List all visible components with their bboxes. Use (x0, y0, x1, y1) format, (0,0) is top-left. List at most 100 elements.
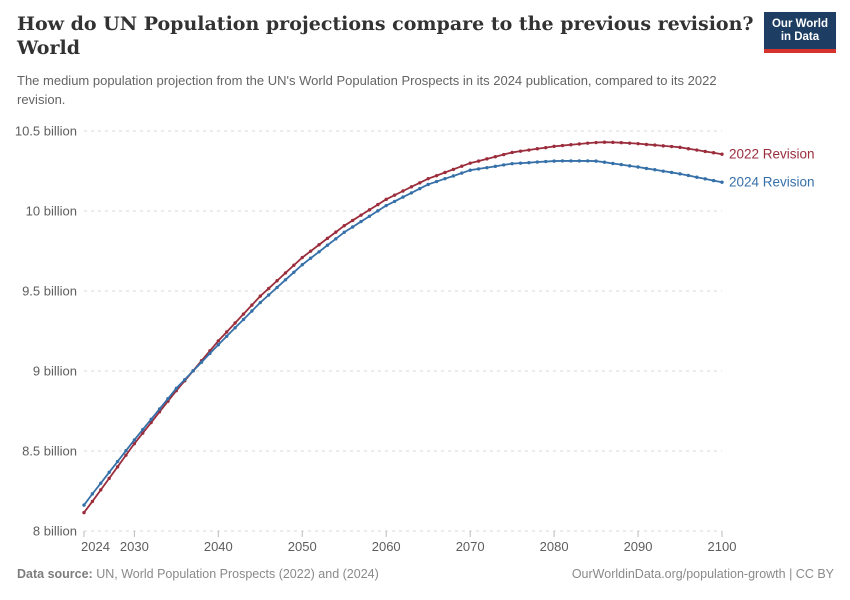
data-point-marker (342, 230, 346, 234)
data-point-marker (611, 161, 615, 166)
data-point-marker (552, 144, 556, 149)
data-point-marker (334, 230, 338, 234)
data-point-marker (317, 250, 321, 254)
title-line-1: How do UN Population projections compare… (17, 13, 754, 35)
data-point-marker (627, 141, 632, 145)
legend-label-2024-revision[interactable]: 2024 Revision (729, 175, 815, 190)
data-point-marker (82, 510, 86, 515)
y-axis-tick-label: 8 billion (33, 524, 77, 539)
data-point-marker (334, 237, 338, 241)
y-axis-tick-label: 8.5 billion (22, 444, 77, 459)
data-point-marker (266, 286, 271, 291)
owid-logo-line-2: in Data (780, 31, 820, 43)
data-point-marker (367, 214, 372, 218)
data-point-marker (384, 203, 388, 208)
series-2024-revision: 2024 Revision (82, 159, 815, 507)
data-point-marker (401, 189, 405, 193)
y-axis-tick-label: 9.5 billion (22, 284, 77, 299)
data-point-marker (418, 181, 422, 185)
data-point-marker (275, 285, 279, 290)
data-point-marker (560, 143, 565, 148)
data-point-marker (99, 488, 103, 492)
x-axis-tick-label: 2080 (540, 539, 569, 554)
data-source-label: Data source: (17, 567, 93, 581)
data-point-marker (468, 168, 472, 172)
data-point-marker (124, 453, 128, 457)
data-point-marker (166, 396, 170, 401)
data-point-marker (552, 159, 556, 163)
legend-label-2022-revision[interactable]: 2022 Revision (729, 147, 815, 162)
data-point-marker (174, 386, 179, 390)
data-point-marker (443, 176, 447, 181)
data-point-marker (720, 152, 724, 156)
data-point-marker (485, 157, 489, 161)
data-point-marker (418, 186, 422, 191)
data-point-marker (292, 270, 296, 274)
data-point-marker (653, 143, 657, 147)
data-point-marker (535, 147, 540, 151)
x-axis-tick-label: 2030 (120, 539, 149, 554)
data-point-marker (283, 278, 288, 282)
x-axis-tick-label: 2100 (708, 539, 737, 554)
data-point-marker (678, 145, 682, 150)
data-point-marker (124, 448, 128, 453)
data-point-marker (191, 369, 195, 373)
data-point-marker (585, 159, 590, 163)
data-point-marker (208, 351, 212, 356)
data-point-marker (233, 326, 237, 330)
data-point-marker (594, 159, 598, 163)
data-point-marker (216, 339, 221, 343)
data-point-marker (409, 185, 414, 189)
data-point-marker (233, 321, 237, 325)
data-point-marker (275, 279, 279, 283)
data-point-marker (141, 427, 145, 432)
data-point-marker (451, 167, 456, 172)
data-point-marker (678, 172, 682, 176)
owid-logo-line-1: Our World (771, 18, 828, 30)
data-point-marker (292, 263, 296, 267)
data-point-marker (569, 143, 573, 147)
chart-subtitle: The medium population projection from th… (17, 73, 717, 107)
data-point-marker (669, 170, 674, 175)
data-point-marker (107, 476, 111, 481)
data-point-marker (115, 465, 120, 469)
data-point-marker (510, 150, 514, 155)
data-source-note: Data source: UN, World Population Prospe… (17, 566, 379, 582)
data-point-marker (325, 243, 330, 247)
data-point-marker (661, 144, 665, 148)
data-point-marker (518, 161, 523, 165)
data-point-marker (300, 255, 304, 260)
x-axis-tick-label: 2090 (624, 539, 653, 554)
series-line (83, 160, 723, 506)
data-point-marker (711, 178, 716, 183)
data-source-text: UN, World Population Prospects (2022) an… (92, 567, 379, 581)
data-point-marker (317, 243, 321, 247)
data-point-marker (359, 213, 363, 217)
data-point-marker (636, 165, 640, 169)
data-point-marker (325, 236, 330, 241)
data-point-marker (107, 470, 111, 474)
data-point-marker (602, 160, 607, 164)
data-point-marker (426, 176, 430, 181)
data-point-marker (619, 140, 623, 145)
data-point-marker (611, 140, 615, 145)
chart-header: How do UN Population projections compare… (17, 12, 757, 109)
data-point-marker (99, 481, 103, 485)
data-point-marker (350, 225, 355, 229)
y-axis-tick-label: 10.5 billion (15, 124, 77, 139)
x-axis-tick-label: 2060 (372, 539, 401, 554)
data-point-marker (241, 312, 246, 316)
data-point-marker (132, 438, 137, 442)
data-point-marker (250, 309, 254, 313)
data-point-marker (342, 224, 346, 228)
data-point-marker (367, 208, 372, 212)
data-point-marker (258, 300, 262, 305)
data-point-marker (443, 170, 447, 175)
x-axis-tick-label: 2024 (81, 539, 110, 554)
data-point-marker (157, 407, 162, 411)
owid-credit-link[interactable]: OurWorldinData.org/population-growth | C… (571, 567, 834, 581)
data-point-marker (401, 195, 405, 199)
owid-logo[interactable]: Our World in Data (763, 12, 836, 53)
data-point-marker (653, 168, 657, 172)
